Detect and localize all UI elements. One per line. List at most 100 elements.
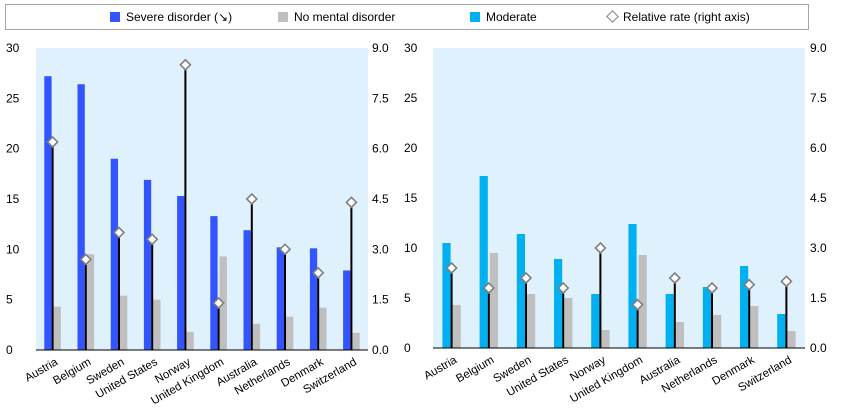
y2-axis-tick-label: 4.5 bbox=[372, 192, 389, 206]
bar-no-disorder bbox=[86, 254, 95, 350]
y-axis-tick-label: 10 bbox=[6, 242, 20, 256]
relative-rate-marker bbox=[668, 271, 681, 285]
category-label: Belgium bbox=[454, 354, 496, 385]
relative-rate-marker bbox=[46, 135, 59, 149]
bar-main bbox=[143, 179, 152, 350]
chart-panel-moderate: 0 5 10 15 20 25 30 0.0 1.5 3.0 4.5 6.0 7.5 9.0 Austria… bbox=[404, 41, 827, 406]
legend-swatch-none bbox=[278, 12, 288, 22]
bar-main bbox=[516, 234, 525, 348]
bar-main bbox=[591, 294, 600, 348]
legend-swatch-severe bbox=[110, 12, 120, 22]
y2-axis-tick-label: 4.5 bbox=[810, 191, 827, 205]
chart-legend: Severe disorder (↘) No mental disorder M… bbox=[5, 4, 809, 30]
relative-rate-marker bbox=[146, 233, 159, 246]
y2-axis-tick-label: 6.0 bbox=[810, 141, 827, 155]
relative-rate-marker bbox=[557, 281, 570, 295]
y-axis-tick-label: 15 bbox=[6, 192, 20, 206]
y-axis-tick-label: 20 bbox=[6, 142, 20, 156]
legend-item-none: No mental disorder bbox=[278, 10, 395, 24]
y-axis-tick-label: 5 bbox=[6, 293, 13, 307]
bar-no-disorder bbox=[452, 305, 461, 348]
bar-main bbox=[177, 195, 185, 350]
bar-main bbox=[343, 270, 351, 350]
bar-no-disorder bbox=[489, 253, 498, 348]
bar-main bbox=[628, 224, 637, 348]
relative-rate-marker bbox=[179, 58, 192, 71]
bar-main bbox=[554, 259, 563, 348]
bar-main bbox=[276, 247, 284, 350]
y2-axis-tick-label: 7.5 bbox=[810, 91, 827, 105]
relative-rate-marker bbox=[445, 261, 458, 275]
legend-label-none: No mental disorder bbox=[294, 10, 396, 24]
bar-no-disorder bbox=[527, 294, 536, 348]
bar-main bbox=[210, 216, 218, 350]
y2-axis-tick-label: 1.5 bbox=[810, 291, 827, 305]
bar-main bbox=[442, 243, 451, 348]
bar-main bbox=[740, 266, 749, 348]
bar-no-disorder bbox=[252, 323, 261, 350]
bar-main bbox=[309, 248, 318, 350]
y2-axis-tick-label: 1.5 bbox=[372, 293, 389, 307]
bar-no-disorder bbox=[319, 307, 327, 350]
legend-item-moderate: Moderate bbox=[470, 10, 537, 24]
bar-no-disorder bbox=[675, 322, 684, 348]
legend-label-moderate: Moderate bbox=[486, 10, 537, 24]
legend-item-severe: Severe disorder (↘) bbox=[110, 10, 232, 24]
y-axis-tick-label: 20 bbox=[404, 141, 418, 155]
y-axis-tick-label: 15 bbox=[404, 191, 418, 205]
y2-axis-tick-label: 0.0 bbox=[810, 341, 827, 355]
relative-rate-marker bbox=[631, 298, 644, 311]
bar-no-disorder bbox=[186, 331, 194, 350]
relative-rate-marker bbox=[112, 226, 126, 239]
bar-no-disorder bbox=[286, 316, 294, 350]
y-axis-tick-label: 25 bbox=[404, 91, 418, 105]
y-axis-tick-label: 30 bbox=[404, 41, 418, 55]
relative-rate-marker bbox=[212, 296, 225, 310]
bar-main bbox=[702, 287, 711, 348]
y2-axis-tick-label: 7.5 bbox=[372, 91, 389, 105]
y-axis-tick-label: 30 bbox=[6, 41, 20, 55]
bar-no-disorder bbox=[750, 306, 759, 348]
bar-main bbox=[777, 314, 786, 348]
bar-no-disorder bbox=[564, 298, 573, 348]
bar-main bbox=[110, 158, 118, 350]
relative-rate-marker bbox=[278, 243, 292, 256]
legend-label-relative: Relative rate (right axis) bbox=[623, 10, 750, 24]
bar-main bbox=[665, 294, 674, 348]
y2-axis-tick-label: 3.0 bbox=[372, 242, 389, 256]
relative-rate-marker bbox=[780, 275, 793, 288]
bar-no-disorder bbox=[638, 255, 647, 348]
bar-main bbox=[44, 76, 52, 350]
y-axis-tick-label: 0 bbox=[404, 341, 411, 355]
chart-panel-severe: 0510152025300.01.53.04.56.07.59.0Austria… bbox=[6, 41, 389, 408]
y-axis-tick-label: 25 bbox=[6, 91, 20, 105]
bar-main bbox=[479, 176, 488, 348]
relative-rate-marker bbox=[345, 196, 358, 209]
relative-rate-marker bbox=[594, 241, 607, 255]
y-axis-tick-label: 10 bbox=[404, 241, 418, 255]
bar-no-disorder bbox=[53, 306, 61, 350]
y2-axis-tick-label: 0.0 bbox=[372, 343, 389, 357]
relative-rate-marker bbox=[79, 253, 92, 266]
legend-label-severe: Severe disorder (↘) bbox=[126, 10, 233, 24]
y2-axis-tick-label: 9.0 bbox=[372, 41, 389, 55]
relative-rate-marker bbox=[743, 278, 756, 291]
bar-no-disorder bbox=[153, 299, 161, 350]
bar-no-disorder bbox=[787, 331, 796, 348]
bar-no-disorder bbox=[352, 332, 360, 350]
relative-rate-marker bbox=[519, 271, 533, 285]
relative-rate-marker bbox=[312, 266, 325, 279]
relative-rate-marker bbox=[705, 281, 719, 295]
bar-no-disorder bbox=[601, 330, 610, 348]
legend-item-relative: Relative rate (right axis) bbox=[606, 10, 750, 24]
bar-no-disorder bbox=[120, 295, 128, 350]
bar-no-disorder bbox=[713, 315, 722, 348]
y-axis-tick-label: 0 bbox=[6, 343, 13, 357]
y-axis-tick-label: 5 bbox=[404, 291, 411, 305]
y2-axis-tick-label: 9.0 bbox=[810, 41, 827, 55]
bar-main bbox=[77, 84, 85, 351]
relative-rate-marker bbox=[245, 192, 258, 206]
bar-main bbox=[243, 230, 251, 350]
relative-rate-marker bbox=[482, 281, 495, 295]
